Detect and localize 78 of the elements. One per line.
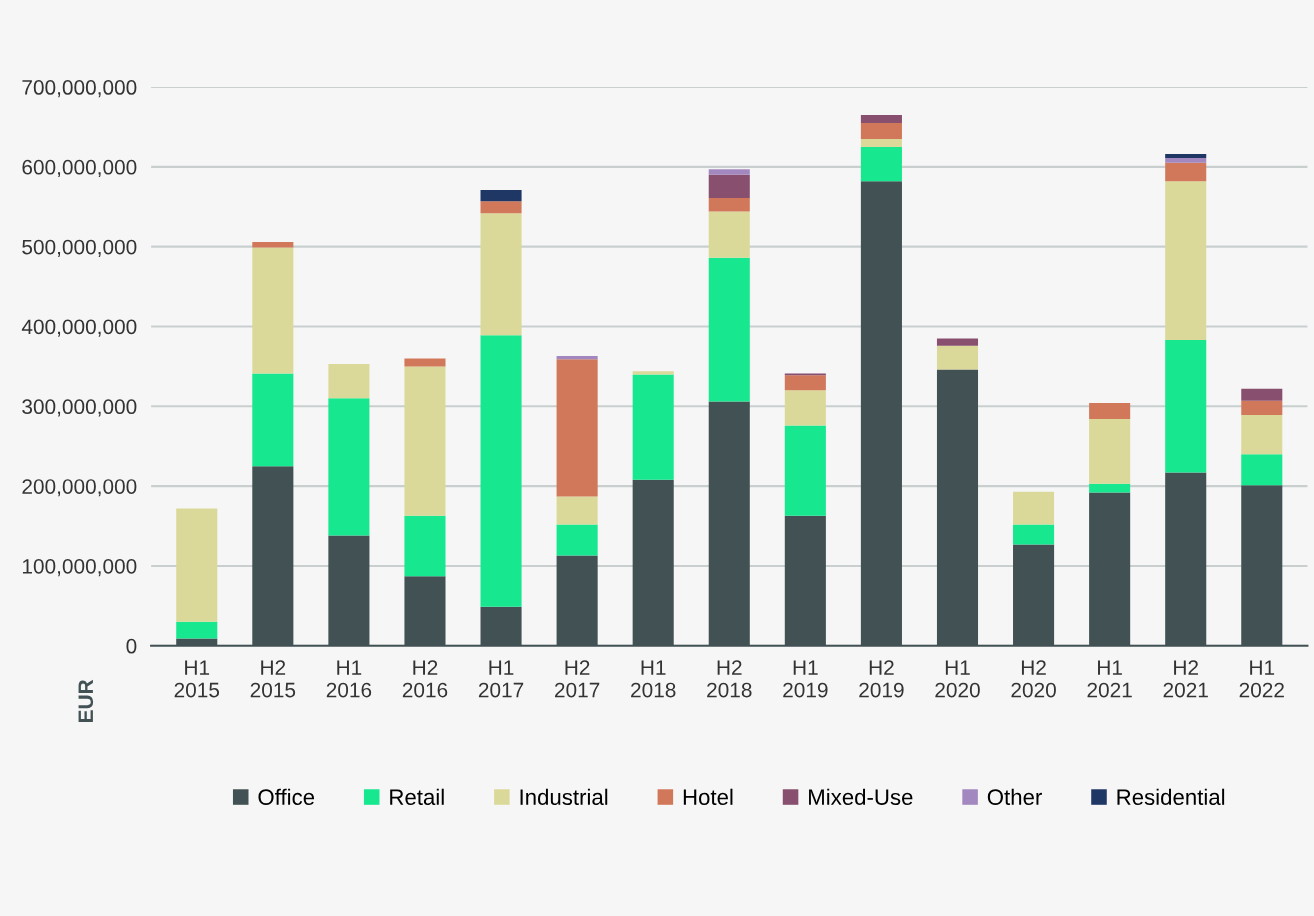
- bar: [860, 122, 902, 139]
- bar: [480, 189, 522, 202]
- bar: [1241, 388, 1283, 401]
- bar: [1089, 403, 1131, 420]
- bar: [1165, 158, 1207, 163]
- bar: [708, 169, 750, 175]
- bar: [1013, 524, 1055, 545]
- bar: [556, 359, 598, 497]
- x-tick-label: H1 2020: [935, 660, 980, 698]
- x-tick-label: H1 2016: [326, 660, 372, 698]
- x-tick-label: H2 2019: [859, 660, 904, 698]
- x-tick-label: H1 2022: [1239, 660, 1284, 698]
- bar: [556, 496, 598, 525]
- bar: [860, 138, 902, 147]
- bar: [784, 425, 826, 516]
- bar: [480, 335, 522, 607]
- legend-label: Hotel: [683, 788, 733, 806]
- bar: [708, 174, 750, 198]
- bar: [708, 197, 750, 212]
- bar: [708, 211, 750, 258]
- x-tick-label: H1 2017: [478, 660, 524, 698]
- bar: [176, 621, 218, 639]
- bar: [328, 364, 370, 399]
- legend-label: Retail: [390, 788, 444, 806]
- y-tick-label: 400,000,000: [21, 319, 137, 337]
- legend-label: Residential: [1117, 788, 1225, 806]
- x-tick-label: H2 2021: [1163, 660, 1208, 698]
- bar: [252, 247, 294, 374]
- y-tick-label: 200,000,000: [22, 479, 137, 497]
- bar: [1013, 491, 1055, 525]
- bar: [252, 373, 294, 467]
- bar: [632, 374, 674, 480]
- bar: [784, 390, 826, 426]
- legend-label: Mixed-Use: [809, 788, 913, 806]
- bar: [1165, 162, 1207, 182]
- bar: [556, 524, 598, 556]
- bar: [404, 366, 446, 516]
- y-tick-label: 600,000,000: [22, 159, 137, 178]
- bar: [1241, 454, 1283, 486]
- bar: [1241, 400, 1283, 416]
- y-axis-title: EUR: [78, 679, 94, 722]
- bar: [1165, 181, 1207, 341]
- x-tick-label: H1 2018: [631, 660, 676, 698]
- legend-label: Industrial: [520, 788, 608, 806]
- bar: [1241, 415, 1283, 455]
- x-tick-label: H2 2015: [250, 660, 296, 698]
- x-tick-label: H1 2015: [174, 660, 220, 698]
- x-tick-label: H2 2020: [1011, 660, 1056, 698]
- y-tick-label: 700,000,000: [22, 80, 137, 98]
- bar: [404, 358, 446, 367]
- x-tick-label: H2 2017: [555, 660, 600, 698]
- bar: [708, 257, 750, 402]
- bar: [1165, 154, 1207, 159]
- x-tick-label: H2 2018: [707, 660, 752, 698]
- bar: [556, 356, 598, 360]
- bar: [404, 515, 446, 577]
- bar: [632, 371, 674, 375]
- bar: [936, 345, 979, 370]
- bar: [176, 508, 218, 622]
- bar: [860, 146, 902, 182]
- x-tick-label: H1 2021: [1087, 660, 1132, 698]
- y-tick-label: 300,000,000: [22, 399, 137, 417]
- bar: [936, 338, 979, 346]
- bar: [480, 201, 522, 214]
- x-tick-label: H2 2016: [402, 660, 448, 698]
- x-tick-label: H1 2019: [783, 660, 828, 698]
- bar: [1165, 340, 1207, 473]
- y-tick-label: 100,000,000: [22, 558, 137, 577]
- bar: [480, 213, 522, 336]
- bar: [784, 375, 826, 391]
- bar: [860, 114, 902, 123]
- bar: [328, 398, 370, 536]
- bar: [1089, 483, 1131, 493]
- y-tick-label: 500,000,000: [22, 239, 137, 257]
- legend-label: Other: [987, 788, 1042, 806]
- legend-label: Office: [258, 788, 315, 806]
- y-tick-label: 0: [126, 638, 137, 654]
- bar: [1089, 419, 1131, 484]
